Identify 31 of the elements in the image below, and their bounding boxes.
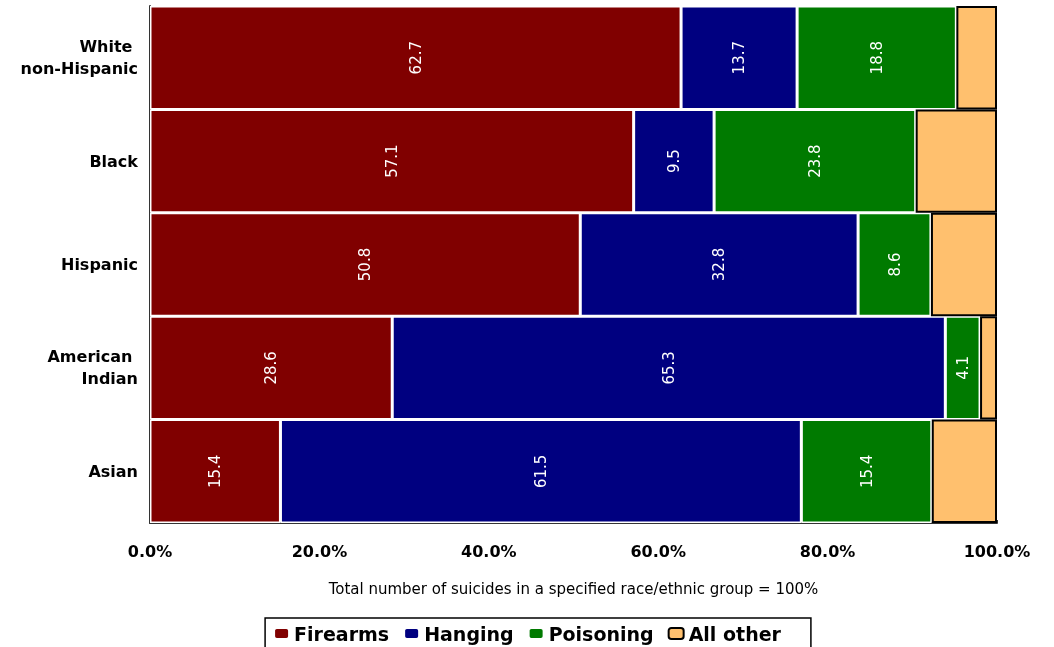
x-tick-label: 20.0%	[291, 541, 348, 561]
data-label: 23.8	[805, 144, 824, 178]
legend-label: Poisoning	[548, 622, 654, 645]
data-label: 57.1	[382, 144, 401, 178]
x-tick-label: 40.0%	[461, 541, 517, 561]
data-label: 50.8	[356, 247, 375, 282]
data-label: 9.5	[664, 149, 683, 174]
y-tick-label: White non-Hispanic	[20, 37, 138, 79]
data-label: 32.8	[710, 247, 729, 282]
data-label: 65.3	[659, 351, 678, 385]
data-label: 15.4	[857, 454, 876, 488]
legend-label: Hanging	[424, 622, 514, 645]
x-tick-label: 80.0%	[799, 541, 856, 561]
data-label: 8.6	[885, 252, 904, 277]
y-tick-label: Black	[89, 151, 139, 171]
y-tick-label: Asian	[88, 461, 138, 481]
legend-label: All other	[688, 622, 782, 645]
data-label: 13.7	[730, 41, 749, 75]
x-axis-title: Total number of suicides in a specified race/ethnic group = 100%	[327, 579, 819, 598]
y-tick-label: Hispanic	[60, 255, 138, 274]
data-label: 15.4	[206, 454, 225, 488]
legend-label: Firearms	[294, 622, 390, 645]
data-label: 28.6	[262, 351, 281, 385]
x-tick-label: 0.0%	[127, 541, 173, 561]
y-tick-label: American Indian	[47, 347, 138, 389]
data-label: 4.1	[953, 355, 972, 380]
x-tick-label: 60.0%	[630, 541, 686, 561]
data-label: 18.8	[867, 41, 886, 75]
data-label: 61.5	[531, 454, 550, 488]
x-tick-label: 100.0%	[963, 541, 1031, 561]
data-label: 62.7	[406, 41, 425, 75]
